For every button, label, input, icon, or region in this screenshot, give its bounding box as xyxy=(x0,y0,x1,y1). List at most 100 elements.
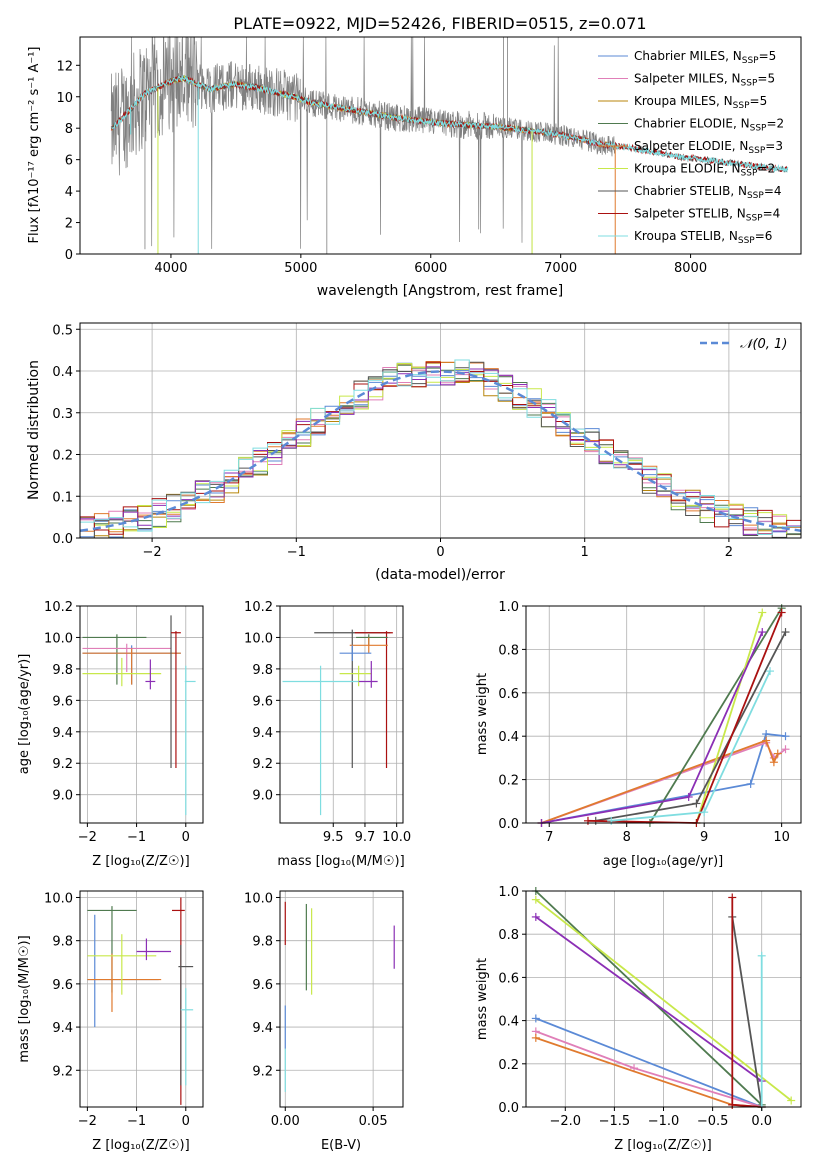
y-tick-label: 10.2 xyxy=(44,600,73,615)
panel4-grid xyxy=(280,605,403,823)
panel7-xlabel: E(B-V) xyxy=(321,1138,361,1153)
residual-histogram-krou_stelib xyxy=(80,359,801,535)
x-tick-label: 10.0 xyxy=(382,830,411,845)
mass-weight-line-salp_miles xyxy=(541,741,787,824)
panel7-frame xyxy=(279,890,404,1108)
panel1-y-ticks: 0 2 4 6 8 10 12 xyxy=(56,59,80,263)
x-tick-label: −1 xyxy=(127,830,146,845)
x-tick-label: 10 xyxy=(773,830,790,845)
x-tick-label: 0.05 xyxy=(359,1114,388,1129)
mass-weight-line-krou_elodie xyxy=(695,612,764,824)
x-tick-label: 0 xyxy=(182,830,190,845)
panel4-frame xyxy=(279,605,404,824)
y-tick-label: 0.0 xyxy=(52,532,73,547)
x-tick-label: 1 xyxy=(581,545,589,560)
y-tick-label: 2 xyxy=(65,217,73,232)
mass-weight-line-salp_elodie xyxy=(541,739,779,824)
x-tick-label: −0.5 xyxy=(697,1114,729,1129)
y-tick-label: 0.8 xyxy=(498,928,519,943)
panel6-xlabel: Z [log₁₀(Z/Z☉)] xyxy=(92,1138,189,1153)
panel6-plot-area xyxy=(87,897,194,1105)
panel1-xlabel: wavelength [Angstrom, rest frame] xyxy=(317,283,563,299)
panel1-x-ticks: 4000 5000 6000 7000 8000 xyxy=(154,254,707,276)
panel2-y-ticks: 0.0 0.1 0.2 0.3 0.4 0.5 xyxy=(52,323,80,547)
panel3-plot-area xyxy=(82,615,196,816)
panel3-y-ticks: 9.0 9.2 9.4 9.6 9.8 10.0 10.2 xyxy=(44,600,80,804)
y-tick-label: 9.2 xyxy=(252,757,273,772)
y-tick-label: 10.2 xyxy=(244,600,273,615)
x-tick-label: −2 xyxy=(78,830,97,845)
y-tick-label: 10.0 xyxy=(244,891,273,906)
y-tick-label: 0.2 xyxy=(52,449,73,464)
x-tick-label: 9.5 xyxy=(323,830,344,845)
y-tick-label: 1.0 xyxy=(498,600,519,615)
y-tick-label: 0.3 xyxy=(52,407,73,422)
y-tick-label: 9.4 xyxy=(252,726,273,741)
panel2-x-ticks: −2 −1 0 1 2 xyxy=(143,538,733,560)
y-tick-label: 0.0 xyxy=(498,1101,519,1116)
y-tick-label: 9.0 xyxy=(252,789,273,804)
y-tick-label: 4 xyxy=(65,185,73,200)
x-tick-label: 4000 xyxy=(154,261,187,276)
panel3-x-ticks: −2 −1 0 xyxy=(78,823,190,845)
panel4-x-ticks: 9.5 9.7 10.0 xyxy=(323,823,411,845)
mass-weight-line-krou_elodie xyxy=(535,898,792,1102)
y-tick-label: 0.4 xyxy=(498,1015,519,1030)
panel6-grid xyxy=(80,891,203,1107)
y-tick-label: 9.6 xyxy=(252,694,273,709)
y-tick-label: 0.5 xyxy=(52,323,73,338)
panel7-plot-area xyxy=(284,901,395,1092)
x-tick-label: −2 xyxy=(143,545,162,560)
mass-weight-line-chab_elodie xyxy=(649,607,783,824)
normal-legend-label: 𝒩(0, 1) xyxy=(740,337,787,352)
x-tick-label: 5000 xyxy=(284,261,317,276)
x-tick-label: 2 xyxy=(725,545,733,560)
legend-label-salp_miles: Salpeter MILES, NSSP=5 xyxy=(634,72,775,89)
panel4-plot-area xyxy=(282,629,393,816)
legend-label-krou_elodie: Kroupa ELODIE, NSSP=2 xyxy=(634,162,775,179)
x-tick-label: 8 xyxy=(623,830,631,845)
mass-weight-line-purple xyxy=(535,916,763,1082)
y-tick-label: 9.6 xyxy=(52,978,73,993)
y-tick-label: 10.0 xyxy=(244,631,273,646)
legend-label-salp_stelib: Salpeter STELIB, NSSP=4 xyxy=(634,207,780,224)
x-tick-label: 0 xyxy=(436,545,444,560)
model-spectrum-krou_stelib xyxy=(111,75,789,174)
x-tick-label: −2.0 xyxy=(549,1114,581,1129)
panel1-plot-area xyxy=(110,35,789,254)
mass-weight-line-purple xyxy=(541,631,764,824)
y-tick-label: 1.0 xyxy=(498,885,519,900)
x-tick-label: 0.0 xyxy=(751,1114,772,1129)
panel3-ylabel: age [log₁₀(age/yr)] xyxy=(17,654,32,775)
panel5-y-ticks: 0.0 0.2 0.4 0.6 0.8 1.0 xyxy=(498,600,526,832)
y-tick-label: 8 xyxy=(65,122,73,137)
x-tick-label: 7 xyxy=(545,830,553,845)
panel7-x-ticks: 0.00 0.05 xyxy=(271,1107,388,1129)
panel1-ylabel: Flux [fλ10⁻¹⁷ erg cm⁻² s⁻¹ A⁻¹] xyxy=(27,47,42,244)
x-tick-label: −1.0 xyxy=(648,1114,680,1129)
y-tick-label: 9.2 xyxy=(52,1064,73,1079)
y-tick-label: 0.6 xyxy=(498,687,519,702)
panel3-xlabel: Z [log₁₀(Z/Z☉)] xyxy=(92,854,189,869)
y-tick-label: 9.6 xyxy=(52,694,73,709)
panel7-y-ticks: 9.2 9.4 9.6 9.8 10.0 xyxy=(244,891,280,1079)
x-tick-label: 9.7 xyxy=(355,830,376,845)
x-tick-label: −1 xyxy=(287,545,306,560)
y-tick-label: 0.4 xyxy=(52,365,73,380)
x-tick-label: −1.5 xyxy=(599,1114,631,1129)
x-tick-label: 0.00 xyxy=(271,1114,300,1129)
y-tick-label: 9.8 xyxy=(52,663,73,678)
x-tick-label: 6000 xyxy=(414,261,447,276)
y-tick-label: 0.8 xyxy=(498,643,519,658)
y-tick-label: 0.2 xyxy=(498,1058,519,1073)
panel7-grid xyxy=(280,891,403,1107)
y-tick-label: 9.0 xyxy=(52,789,73,804)
y-tick-label: 10.0 xyxy=(44,631,73,646)
panel1-legend: Chabrier MILES, NSSP=5 Salpeter MILES, NS… xyxy=(598,49,784,246)
panel3-frame xyxy=(79,605,204,824)
panel6-y-ticks: 9.2 9.4 9.6 9.8 10.0 xyxy=(44,891,80,1079)
y-tick-label: 6 xyxy=(65,154,73,169)
x-tick-label: 8000 xyxy=(674,261,707,276)
y-tick-label: 9.8 xyxy=(52,935,73,950)
y-tick-label: 9.8 xyxy=(252,663,273,678)
